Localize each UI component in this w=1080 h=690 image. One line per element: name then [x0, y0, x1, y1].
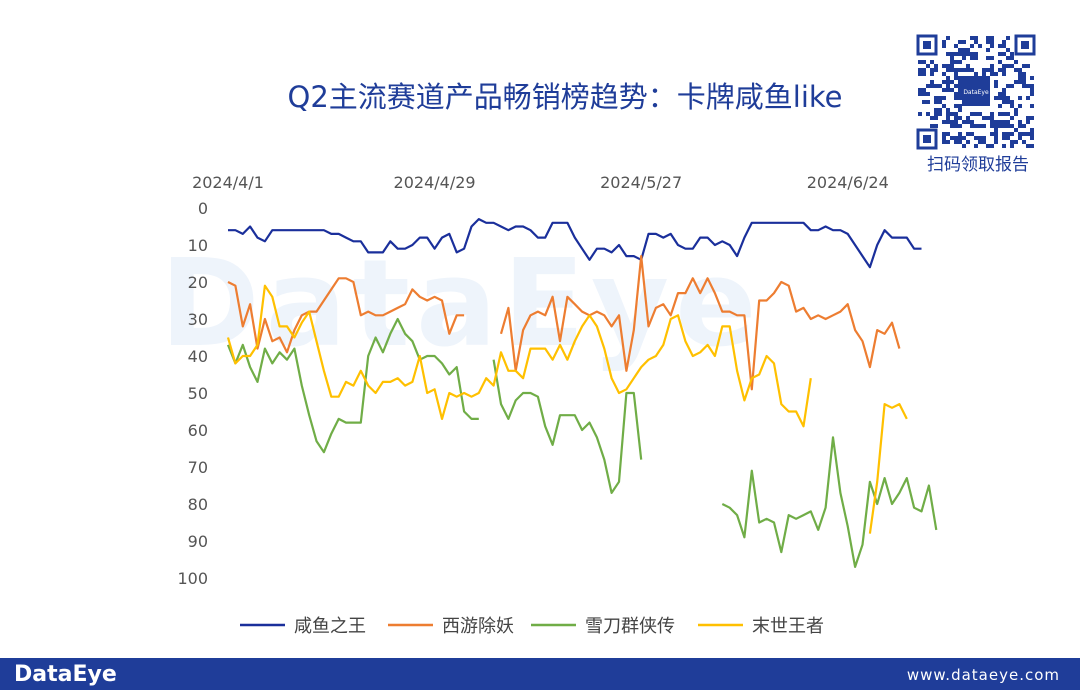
- y-tick-label: 80: [188, 495, 208, 514]
- footer-bar: DataEye www.dataeye.com: [0, 658, 1080, 690]
- y-tick-label: 60: [188, 421, 208, 440]
- x-tick-label: 2024/4/1: [192, 173, 264, 192]
- footer-logo: DataEye: [14, 662, 117, 687]
- series-line: [226, 284, 908, 534]
- series-lines: [226, 218, 938, 568]
- y-axis-ticks: 0 10 20 30 40 50 60 70 80 90 100: [177, 199, 208, 588]
- y-tick-label: 90: [188, 532, 208, 551]
- legend-item: 咸鱼之王: [240, 616, 366, 637]
- y-tick-label: 70: [188, 458, 208, 477]
- legend-label: 咸鱼之王: [294, 616, 366, 637]
- series-path: [226, 317, 938, 568]
- x-tick-label: 2024/5/27: [600, 173, 682, 192]
- series-line: [228, 218, 922, 269]
- qr-caption: 扫码领取报告: [927, 155, 1029, 175]
- footer-url[interactable]: www.dataeye.com: [906, 666, 1060, 684]
- y-tick-label: 30: [188, 310, 208, 329]
- x-tick-label: 2024/6/24: [807, 173, 889, 192]
- qr-code[interactable]: DataEye: [916, 34, 1036, 150]
- x-axis-ticks: 2024/4/1 2024/4/29 2024/5/27 2024/6/24: [192, 173, 889, 192]
- y-tick-label: 10: [188, 236, 208, 255]
- series-path: [227, 255, 901, 391]
- y-tick-label: 40: [188, 347, 208, 366]
- series-line: [226, 317, 938, 568]
- series-path: [226, 284, 908, 534]
- y-tick-label: 50: [188, 384, 208, 403]
- legend-label: 末世王者: [752, 616, 824, 637]
- y-tick-label: 0: [198, 199, 208, 218]
- series-line: [227, 255, 901, 391]
- line-chart: 2024/4/1 2024/4/29 2024/5/27 2024/6/24 0 10 2…: [177, 173, 938, 637]
- series-path: [228, 218, 922, 269]
- legend: 咸鱼之王 西游除妖 雪刀群侠传 末世王者: [240, 616, 824, 637]
- y-tick-label: 20: [188, 273, 208, 292]
- legend-item: 雪刀群侠传: [531, 616, 675, 637]
- y-tick-label: 100: [177, 569, 208, 588]
- chart-title: Q2主流赛道产品畅销榜趋势：卡牌咸鱼like: [287, 80, 843, 114]
- watermark: DataEye: [160, 235, 763, 374]
- legend-label: 雪刀群侠传: [585, 616, 675, 637]
- legend-item: 西游除妖: [388, 616, 514, 637]
- qr-center-logo: DataEye: [963, 89, 989, 96]
- x-tick-label: 2024/4/29: [394, 173, 476, 192]
- legend-item: 末世王者: [698, 616, 824, 637]
- legend-label: 西游除妖: [442, 616, 514, 637]
